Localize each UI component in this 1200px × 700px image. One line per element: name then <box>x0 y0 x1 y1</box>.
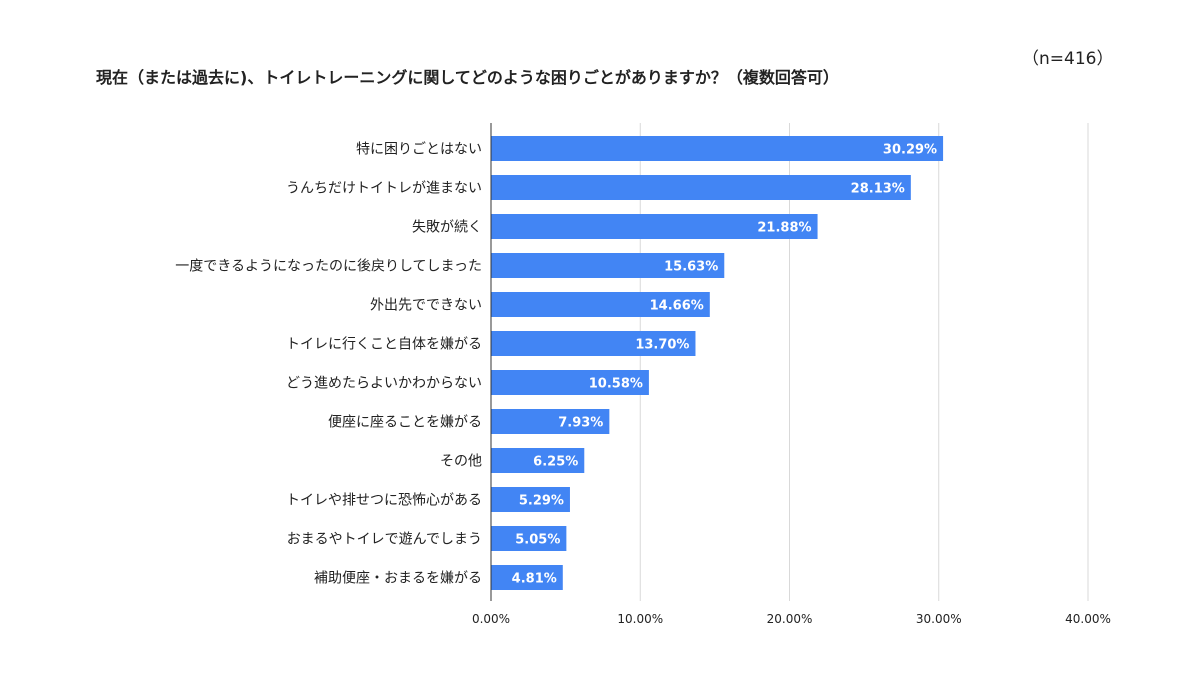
category-label: 失敗が続く <box>412 219 482 236</box>
value-label: 5.05% <box>515 533 560 548</box>
category-label: おまるやトイレで遊んでしまう <box>287 532 482 548</box>
bar <box>491 253 725 278</box>
label-layer: 0.00% 10.00% 20.00% 30.00% 40.00% 特に困りごとはない 30… <box>175 142 1111 627</box>
bar <box>491 214 818 239</box>
value-label: 6.25% <box>533 455 578 470</box>
category-label: どう進めたらよいかわからない <box>286 376 482 392</box>
x-tick-label: 10.00% <box>617 612 663 626</box>
bar <box>491 292 710 317</box>
x-tick-label: 30.00% <box>916 612 962 626</box>
category-label: 外出先でできない <box>370 298 482 314</box>
bar <box>491 331 696 356</box>
category-label: トイレや排せつに恐怖心がある <box>286 492 482 509</box>
value-label: 10.58% <box>589 377 643 392</box>
value-label: 14.66% <box>650 299 704 314</box>
category-label: トイレに行くこと自体を嫌がる <box>286 337 482 353</box>
x-tick-label: 20.00% <box>767 612 813 626</box>
x-tick-label: 0.00% <box>472 612 510 626</box>
bar <box>491 409 610 434</box>
bar-layer <box>491 136 944 590</box>
value-label: 5.29% <box>519 494 564 509</box>
value-label: 4.81% <box>512 572 557 587</box>
value-label: 28.13% <box>851 182 905 197</box>
chart-title: 現在（または過去に)、トイレトレーニングに関してどのような困りごとがありますか？… <box>96 68 839 87</box>
category-label: 特に困りごとはない <box>356 142 482 158</box>
value-label: 15.63% <box>664 260 718 275</box>
category-label: 補助便座・おまるを嫌がる <box>314 571 482 587</box>
bar <box>491 175 911 200</box>
sample-size-note: （n=416） <box>1022 49 1114 69</box>
category-label: うんちだけトイトレが進まない <box>286 181 482 197</box>
bar <box>491 136 944 161</box>
bar <box>491 370 649 395</box>
category-label: 便座に座ることを嫌がる <box>328 415 482 431</box>
category-label: その他 <box>440 454 482 470</box>
value-label: 13.70% <box>635 338 689 353</box>
bar <box>491 448 585 473</box>
x-tick-label: 40.00% <box>1065 612 1111 626</box>
bar <box>491 526 567 551</box>
grid-layer <box>490 123 1089 601</box>
bar <box>491 565 563 590</box>
value-label: 7.93% <box>558 416 603 431</box>
bar <box>491 487 570 512</box>
value-label: 30.29% <box>883 143 937 158</box>
value-label: 21.88% <box>757 221 811 236</box>
category-label: 一度できるようになったのに後戻りしてしまった <box>175 259 482 275</box>
